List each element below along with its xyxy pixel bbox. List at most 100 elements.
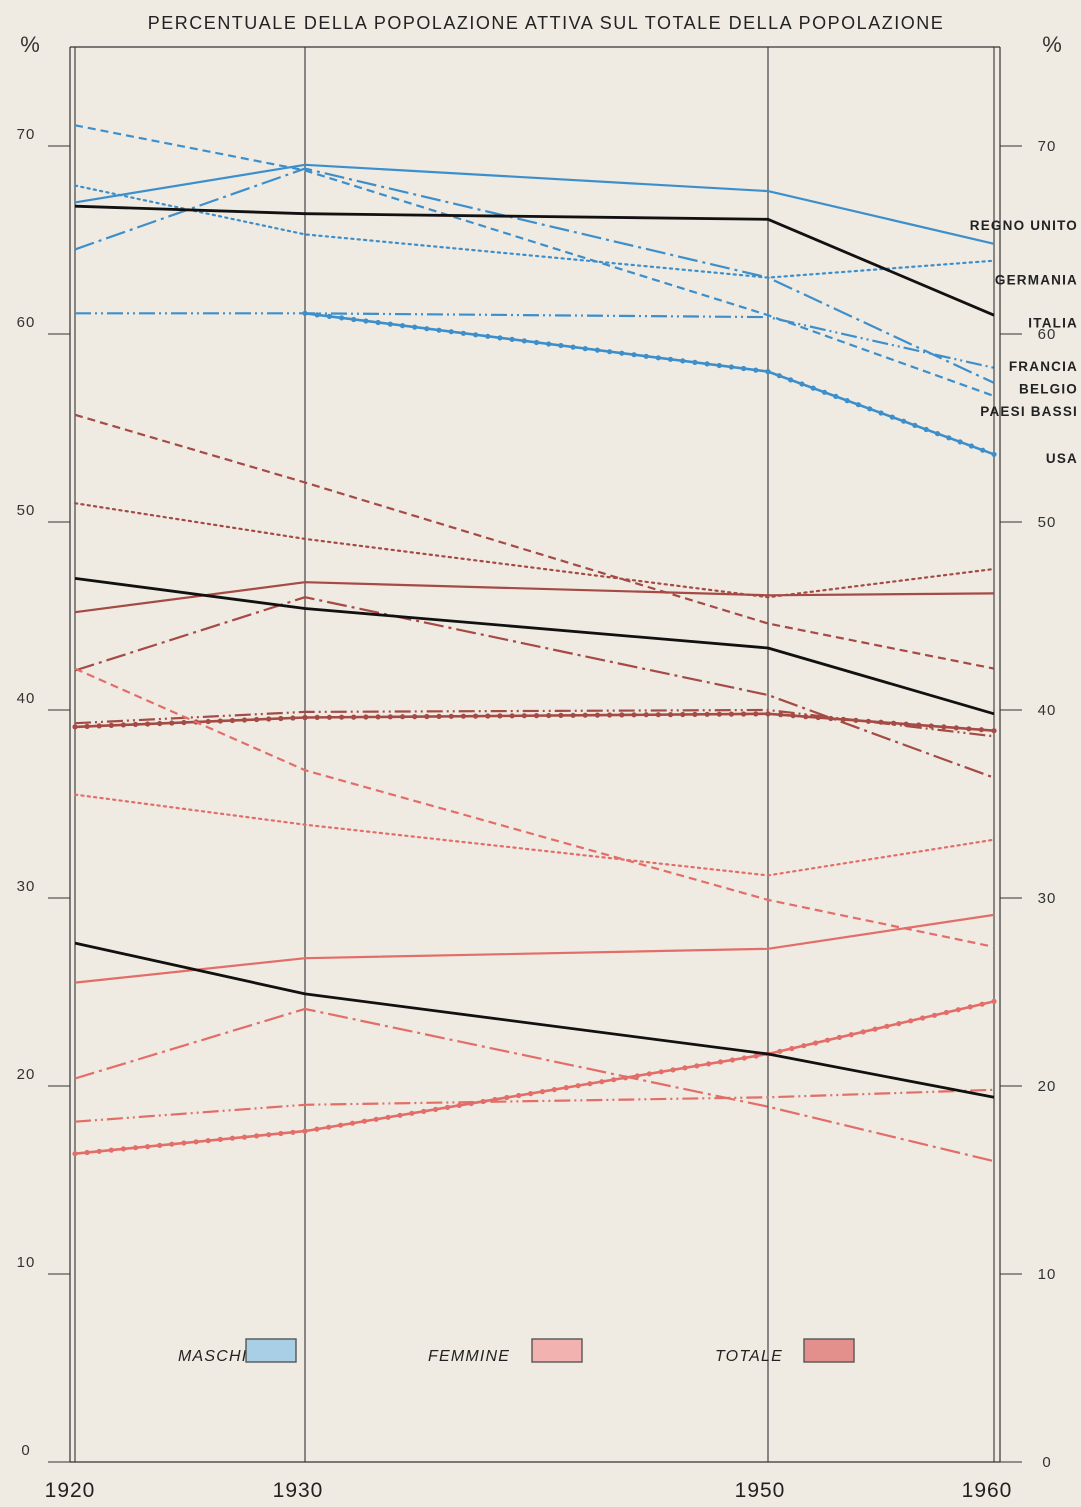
chart-title: PERCENTUALE DELLA POPOLAZIONE ATTIVA SUL…	[148, 13, 944, 33]
bead-maschi-usa	[934, 431, 941, 437]
bead-totale-usa	[790, 713, 796, 719]
bead-maschi-usa	[619, 350, 625, 356]
bead-femmine-usa	[575, 1083, 581, 1089]
bead-totale-usa	[84, 723, 90, 730]
bead-totale-usa	[120, 722, 126, 728]
bead-totale-usa	[387, 714, 393, 720]
bead-maschi-usa	[558, 342, 564, 349]
bead-maschi-usa	[607, 349, 613, 355]
bead-femmine-usa	[361, 1118, 367, 1124]
bead-maschi-usa	[509, 336, 515, 342]
bead-totale-usa	[302, 714, 308, 721]
bead-totale-usa	[448, 713, 454, 719]
bead-femmine-usa	[836, 1034, 843, 1040]
bead-femmine-usa	[84, 1149, 90, 1156]
series-layer	[72, 124, 997, 1163]
bead-femmine-usa	[492, 1096, 498, 1103]
bead-totale-usa	[878, 719, 884, 725]
bead-totale-usa	[96, 723, 102, 729]
bead-femmine-usa	[884, 1023, 890, 1029]
bead-femmine-usa	[896, 1021, 902, 1027]
bead-femmine-usa	[385, 1114, 391, 1120]
bead-femmine-usa	[789, 1045, 795, 1052]
bead-maschi-usa	[991, 451, 997, 457]
x-tick-label: 1930	[273, 1479, 324, 1502]
bead-totale-usa	[903, 721, 909, 727]
bead-maschi-usa	[448, 329, 454, 335]
bead-femmine-usa	[824, 1037, 831, 1043]
bead-maschi-usa	[716, 362, 722, 369]
bead-totale-usa	[326, 714, 332, 720]
line-maschi-belgio	[74, 167, 995, 384]
bead-femmine-usa	[193, 1139, 199, 1145]
bead-totale-usa	[741, 711, 747, 717]
bead-maschi-usa	[821, 389, 828, 395]
bead-maschi-usa	[363, 318, 369, 324]
bead-femmine-usa	[181, 1140, 187, 1146]
bead-femmine-usa	[860, 1029, 866, 1035]
bead-femmine-usa	[229, 1135, 235, 1141]
bead-maschi-usa	[889, 414, 895, 420]
bead-femmine-usa	[169, 1141, 175, 1147]
line-totale-paesi-bassi	[74, 413, 995, 670]
legend-swatch-maschi	[245, 1338, 297, 1363]
y-tick-label-left: 50	[17, 502, 36, 519]
bead-totale-usa	[619, 712, 625, 718]
bead-maschi-usa	[643, 353, 649, 359]
bead-totale-usa	[631, 712, 637, 718]
bead-totale-usa	[521, 713, 527, 719]
bead-femmine-usa	[729, 1057, 736, 1063]
bead-femmine-usa	[108, 1147, 114, 1153]
bead-totale-usa	[753, 711, 759, 717]
bead-totale-usa	[339, 714, 345, 720]
bead-maschi-usa	[351, 316, 357, 323]
y-tick-label-right: 60	[1038, 326, 1057, 343]
bead-femmine-usa	[349, 1120, 356, 1126]
bead-totale-usa	[607, 712, 613, 718]
country-label-italia: ITALIA	[1028, 316, 1078, 331]
bead-totale-usa	[803, 714, 809, 720]
bead-totale-usa	[953, 725, 959, 731]
bead-totale-usa	[290, 715, 296, 721]
bead-femmine-usa	[314, 1126, 320, 1132]
bead-maschi-usa	[957, 439, 963, 445]
bead-femmine-usa	[528, 1091, 534, 1097]
legend-label-totale: TOTALE	[715, 1348, 783, 1365]
bead-maschi-usa	[436, 327, 442, 333]
bead-maschi-usa	[810, 385, 816, 391]
y-tick-label-left: 10	[17, 1254, 36, 1271]
bead-femmine-usa	[622, 1075, 629, 1081]
bead-maschi-usa	[594, 347, 601, 353]
bead-femmine-usa	[516, 1092, 522, 1099]
bead-totale-usa	[436, 713, 442, 720]
bead-femmine-usa	[480, 1098, 486, 1105]
bead-totale-usa	[473, 713, 479, 719]
bead-maschi-usa	[867, 406, 873, 412]
legend-swatch-femmine	[531, 1338, 583, 1363]
bead-maschi-usa	[546, 341, 552, 347]
bead-totale-usa	[132, 721, 139, 728]
bead-femmine-usa	[670, 1067, 676, 1073]
bead-femmine-usa	[217, 1136, 223, 1142]
bead-totale-usa	[728, 711, 735, 717]
bead-femmine-usa	[979, 1001, 985, 1007]
y-tick-label-right: 10	[1038, 1266, 1057, 1283]
bead-femmine-usa	[682, 1065, 688, 1071]
bead-totale-usa	[853, 717, 859, 723]
bead-femmine-usa	[72, 1151, 78, 1157]
bead-totale-usa	[928, 723, 934, 729]
bead-femmine-usa	[96, 1148, 102, 1154]
bead-maschi-usa	[844, 398, 850, 404]
bead-totale-usa	[424, 713, 430, 720]
bead-maschi-usa	[460, 330, 466, 336]
legend: MASCHI FEMMINE TOTALE	[178, 1338, 855, 1365]
bead-femmine-usa	[777, 1048, 783, 1054]
line-totale-belgio	[74, 596, 995, 779]
bead-femmine-usa	[634, 1073, 641, 1079]
bead-femmine-usa	[931, 1012, 938, 1018]
line-italia-italia-totale	[74, 577, 995, 716]
bead-femmine-usa	[302, 1128, 308, 1134]
bead-femmine-usa	[504, 1094, 510, 1101]
bead-maschi-usa	[901, 418, 907, 424]
bead-femmine-usa	[872, 1026, 878, 1032]
